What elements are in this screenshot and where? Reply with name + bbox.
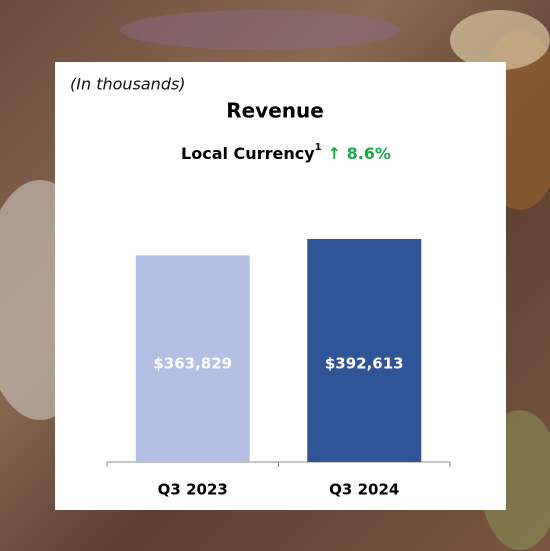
page: {"chart_data": {"type": "bar", "note": "… — [0, 0, 550, 551]
change-indicator: ↑ 8.6% — [328, 144, 391, 163]
bar — [307, 239, 421, 462]
background-decor — [120, 10, 400, 50]
chart-title: Revenue — [226, 99, 324, 123]
subtitle-text: Local Currency — [181, 144, 315, 163]
x-tick-label: Q3 2024 — [329, 481, 399, 499]
value-label: $363,829 — [153, 355, 232, 373]
units-note: (In thousands) — [70, 75, 186, 94]
chart-panel — [55, 62, 506, 510]
x-tick-label: Q3 2023 — [158, 481, 228, 499]
value-label: $392,613 — [325, 355, 404, 373]
footnote-marker: 1 — [315, 142, 322, 153]
chart-subtitle: Local Currency1 ↑ 8.6% — [181, 142, 391, 163]
background-decor — [450, 10, 550, 70]
screenshot: (In thousands) Revenue Local Currency1 ↑ … — [0, 0, 550, 551]
